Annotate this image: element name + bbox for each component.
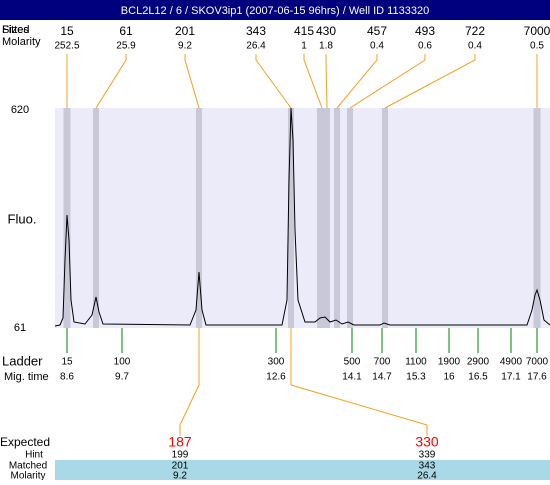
ladder-size: 1100 [405, 357, 427, 368]
matched-label: Matched [9, 461, 47, 472]
y-bottom-label: 61 [14, 322, 26, 334]
ladder-time: 9.7 [115, 372, 129, 383]
molarity-label: Molarity [2, 36, 41, 48]
size-label: Fitted [2, 24, 30, 36]
title: BCL2L12 / 6 / SKOV3ip1 (2007-06-15 96hrs… [121, 5, 429, 17]
hint-value: 199 [172, 450, 189, 461]
expected-label: Expected [0, 435, 50, 449]
peak-connector [336, 54, 378, 109]
peak-size: 201 [175, 24, 195, 38]
molarity-label: Molarity [10, 471, 45, 480]
peak-molarity: 252.5 [54, 41, 79, 52]
peak-band [533, 108, 541, 328]
matched-value: 201 [172, 461, 189, 472]
peak-size: 7000 [524, 24, 550, 38]
peak-band [93, 108, 99, 328]
peak-connector [95, 54, 127, 109]
peak-connector [255, 54, 292, 109]
peak-molarity: 0.5 [530, 41, 544, 52]
peak-size: 722 [465, 24, 485, 38]
peak-molarity: 9.2 [178, 41, 192, 52]
matched-value: 343 [419, 461, 436, 472]
peak-size: 457 [367, 24, 387, 38]
ladder-time: 12.6 [266, 372, 286, 383]
ladder-size: 7000 [526, 357, 549, 368]
y-title: Fluo. [8, 211, 37, 226]
ladder-label: Ladder [2, 353, 43, 368]
expected-connector [290, 328, 428, 436]
peak-connector [184, 54, 200, 109]
ladder-size: 300 [268, 357, 285, 368]
matched-molarity: 26.4 [417, 471, 437, 480]
peak-molarity: 0.6 [418, 41, 432, 52]
plot-area [55, 108, 550, 328]
ladder-size: 2900 [467, 357, 490, 368]
peak-molarity: 26.4 [246, 41, 266, 52]
ladder-size: 4900 [500, 357, 523, 368]
peak-size: 493 [415, 24, 435, 38]
peak-molarity: 0.4 [468, 41, 482, 52]
matched-molarity: 9.2 [173, 471, 187, 480]
peak-size: 61 [119, 24, 133, 38]
peak-size: 415 [294, 24, 314, 38]
peak-band [334, 108, 340, 328]
peak-molarity: 25.9 [116, 41, 136, 52]
peak-band [347, 108, 353, 328]
trace [54, 107, 550, 327]
peak-connector [303, 54, 323, 109]
hint-label: Hint [25, 450, 43, 461]
peak-band [317, 108, 327, 328]
ladder-time: 8.6 [60, 372, 74, 383]
ladder-time: 14.7 [372, 372, 392, 383]
ladder-size: 1900 [438, 357, 461, 368]
ladder-time: 16 [443, 372, 455, 383]
expected-value: 330 [415, 434, 439, 450]
ladder-time: 17.6 [527, 372, 547, 383]
hint-value: 339 [419, 450, 436, 461]
peak-connector [349, 54, 426, 109]
time-label: Mig. time [4, 371, 49, 383]
expected-connector [179, 328, 200, 436]
size-label: Sizes [2, 24, 29, 36]
peak-band [324, 108, 330, 328]
peak-connector [384, 54, 476, 109]
ladder-time: 15.3 [406, 372, 426, 383]
ladder-size: 700 [374, 357, 391, 368]
expected-value: 187 [168, 434, 192, 450]
peak-size: 15 [60, 24, 74, 38]
ladder-size: 100 [114, 357, 131, 368]
peak-connector [325, 54, 328, 109]
peak-band [288, 108, 294, 328]
peak-molarity: 1.8 [319, 41, 333, 52]
peak-band [196, 108, 202, 328]
ladder-size: 500 [344, 357, 361, 368]
y-top-label: 620 [11, 104, 29, 116]
peak-molarity: 0.4 [370, 41, 384, 52]
peak-molarity: 1 [301, 41, 307, 52]
ladder-time: 17.1 [501, 372, 521, 383]
peak-size: 430 [316, 24, 336, 38]
title-bar [0, 0, 550, 20]
ladder-size: 15 [61, 357, 73, 368]
ladder-time: 14.1 [342, 372, 362, 383]
peak-size: 343 [246, 24, 266, 38]
ladder-time: 16.5 [468, 372, 488, 383]
peak-band [382, 108, 388, 328]
matched-bg [55, 460, 550, 480]
